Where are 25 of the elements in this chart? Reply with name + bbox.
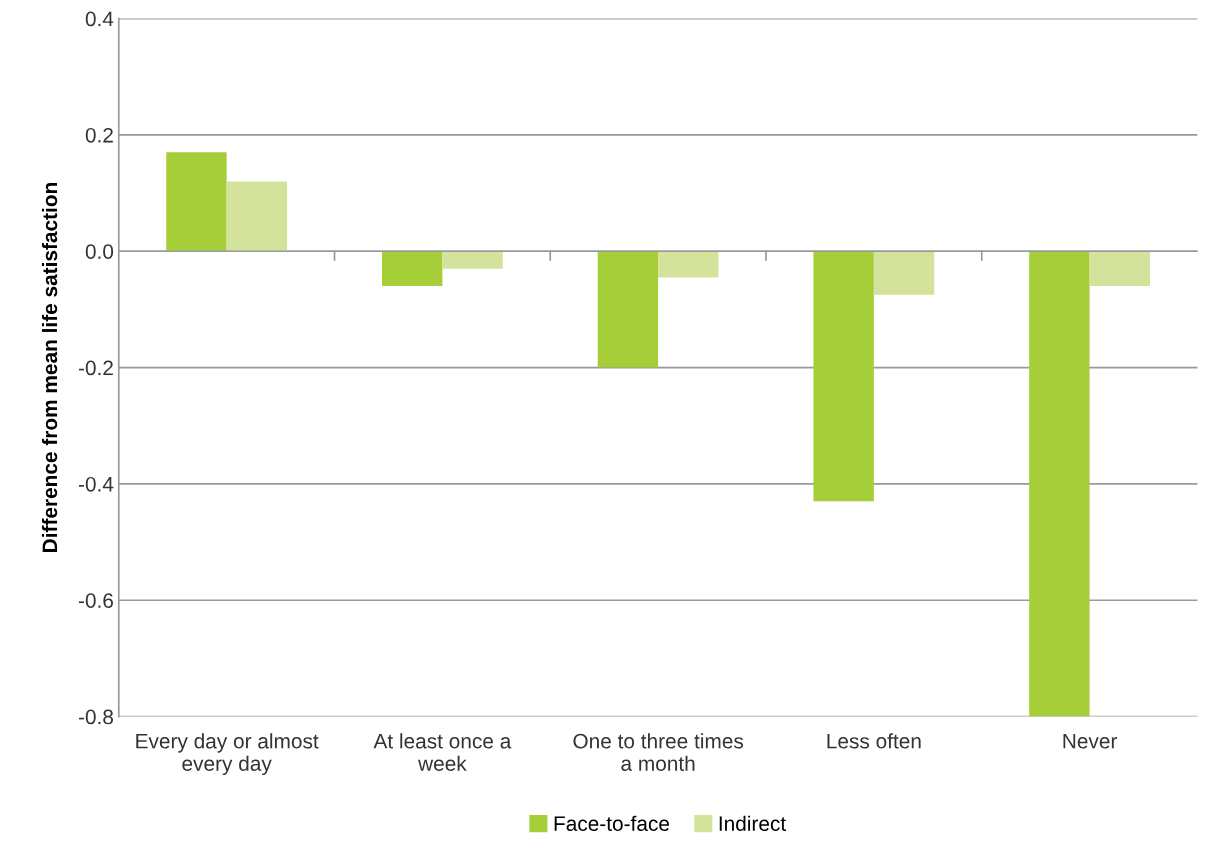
bar [1089, 251, 1150, 287]
x-tick-label: Never [1063, 733, 1118, 749]
y-tick-label: -0.8 [78, 709, 114, 725]
bar [226, 181, 288, 252]
bar [597, 251, 659, 368]
y-axis-title: Difference from mean life satisfaction [41, 183, 58, 552]
y-tick-label: 0.0 [85, 244, 114, 259]
legend-label: Indirect [719, 815, 787, 831]
bar [873, 251, 935, 295]
y-tick-label: 0.4 [85, 11, 114, 27]
bar [813, 251, 874, 502]
x-tick-label: Every day or almost every day [136, 733, 319, 776]
bar [658, 251, 719, 278]
y-tick-label: 0.2 [85, 127, 113, 143]
y-tick-label: -0.6 [78, 593, 113, 608]
y-tick-label: -0.4 [78, 476, 114, 492]
bar [166, 152, 227, 252]
bar [1029, 251, 1090, 717]
x-tick-label: At least once a week [373, 733, 512, 771]
bar [442, 251, 503, 269]
x-tick-label: Less often [827, 733, 921, 749]
x-tick-label: One to three times a month [573, 733, 744, 771]
bar [381, 251, 443, 287]
y-tick-label: -0.2 [78, 360, 113, 376]
legend-label: Face-to-face [554, 815, 670, 831]
